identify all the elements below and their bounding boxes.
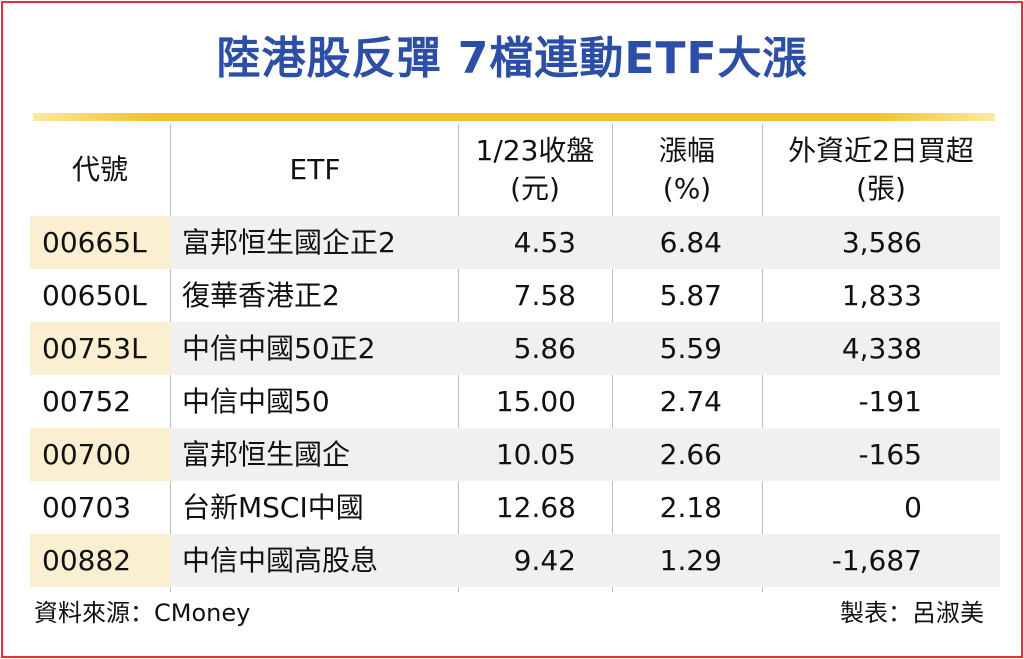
- table-row: 00650L 復華香港正2 7.58 5.87 1,833: [30, 269, 1000, 322]
- etf-code: 00882: [30, 534, 170, 587]
- table-row: 00700 富邦恒生國企 10.05 2.66 -165: [30, 428, 1000, 481]
- close-price: 12.68: [495, 491, 576, 524]
- etf-name: 中信中國50: [182, 385, 330, 418]
- net-buy: 4,338: [841, 332, 922, 365]
- change-percent: 2.18: [659, 491, 722, 524]
- header-close-unit: (元): [510, 172, 560, 205]
- change-percent: 1.29: [659, 544, 722, 577]
- etf-code: 00753L: [30, 322, 170, 375]
- change-percent: 2.66: [659, 438, 722, 471]
- header-code-label: 代號: [71, 153, 128, 186]
- author-note: 製表：呂淑美: [840, 599, 984, 627]
- etf-name: 中信中國50正2: [182, 332, 376, 365]
- etf-table: 代號 ETF 1/23收盤 (元) 漲幅 (%) 外資近2日買超 (張) 006…: [30, 124, 1000, 587]
- close-price: 7.58: [513, 279, 576, 312]
- etf-name: 復華香港正2: [182, 279, 340, 312]
- close-price: 10.05: [495, 438, 576, 471]
- etf-code: 00752: [42, 385, 132, 418]
- net-buy: -165: [858, 438, 922, 471]
- table-header: 代號 ETF 1/23收盤 (元) 漲幅 (%) 外資近2日買超 (張): [30, 124, 1000, 216]
- title-underline: [33, 113, 995, 121]
- change-percent: 5.87: [659, 279, 722, 312]
- etf-code: 00665L: [30, 216, 170, 269]
- header-net-buy: 外資近2日買超 (張): [762, 124, 1000, 216]
- table-row: 00882 中信中國高股息 9.42 1.29 -1,687: [30, 534, 1000, 587]
- table-row: 00703 台新MSCI中國 12.68 2.18 0: [30, 481, 1000, 534]
- etf-code: 00700: [30, 428, 170, 481]
- change-percent: 5.59: [659, 332, 722, 365]
- close-price: 5.86: [513, 332, 576, 365]
- change-percent: 6.84: [659, 226, 722, 259]
- header-change-unit: (%): [662, 172, 712, 205]
- close-price: 9.42: [513, 544, 576, 577]
- etf-name: 富邦恒生國企: [182, 438, 351, 471]
- header-net-buy-label: 外資近2日買超: [788, 134, 974, 167]
- header-change-label: 漲幅: [658, 134, 715, 167]
- etf-code: 00650L: [42, 279, 147, 312]
- page-title: 陸港股反彈 7檔連動ETF大漲: [216, 33, 808, 84]
- table-row: 00752 中信中國50 15.00 2.74 -191: [30, 375, 1000, 428]
- net-buy: 1,833: [841, 279, 922, 312]
- etf-name: 中信中國高股息: [182, 544, 379, 577]
- source-note: 資料來源：CMoney: [34, 599, 251, 627]
- header-close: 1/23收盤 (元): [458, 124, 612, 216]
- net-buy: 0: [904, 491, 922, 524]
- net-buy: -191: [858, 385, 922, 418]
- close-price: 4.53: [513, 226, 576, 259]
- net-buy: 3,586: [841, 226, 922, 259]
- header-code: 代號: [30, 124, 170, 216]
- close-price: 15.00: [495, 385, 576, 418]
- change-percent: 2.74: [659, 385, 722, 418]
- header-etf-label: ETF: [289, 153, 341, 186]
- table-row: 00753L 中信中國50正2 5.86 5.59 4,338: [30, 322, 1000, 375]
- header-etf: ETF: [170, 124, 460, 216]
- header-close-label: 1/23收盤: [475, 134, 595, 167]
- etf-code: 00703: [42, 491, 132, 524]
- header-change: 漲幅 (%): [612, 124, 762, 216]
- table-row: 00665L 富邦恒生國企正2 4.53 6.84 3,586: [30, 216, 1000, 269]
- header-net-buy-unit: (張): [856, 172, 906, 205]
- etf-name: 富邦恒生國企正2: [182, 226, 396, 259]
- etf-name: 台新MSCI中國: [182, 491, 364, 524]
- net-buy: -1,687: [831, 544, 922, 577]
